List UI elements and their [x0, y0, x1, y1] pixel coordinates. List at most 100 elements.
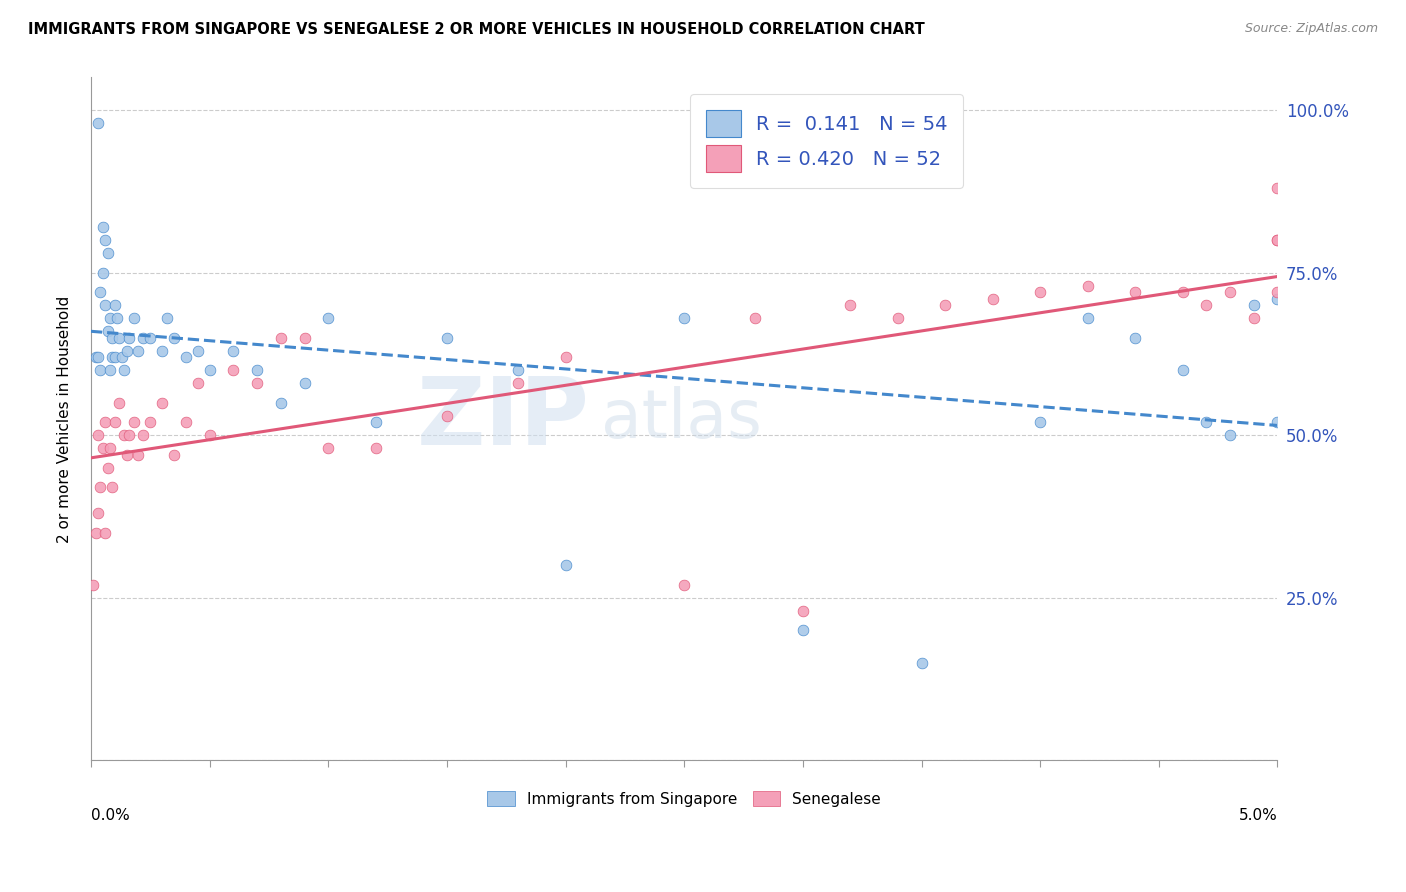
Point	[1171, 363, 1194, 377]
Point	[94, 298, 117, 312]
Point	[115, 343, 138, 358]
Point	[294, 376, 316, 391]
Point	[1077, 311, 1099, 326]
Point	[96, 460, 118, 475]
Point	[1267, 292, 1289, 306]
Point	[673, 311, 696, 326]
Point	[792, 624, 814, 638]
Point	[1267, 233, 1289, 247]
Point	[744, 311, 766, 326]
Point	[364, 441, 387, 455]
Point	[1195, 298, 1218, 312]
Point	[84, 350, 107, 364]
Point	[127, 448, 149, 462]
Point	[910, 656, 932, 670]
Point	[98, 441, 121, 455]
Point	[89, 285, 111, 299]
Point	[101, 480, 124, 494]
Point	[270, 395, 292, 409]
Point	[1123, 330, 1146, 344]
Point	[84, 525, 107, 540]
Point	[127, 343, 149, 358]
Point	[108, 395, 131, 409]
Point	[118, 330, 141, 344]
Point	[174, 415, 197, 429]
Legend: Immigrants from Singapore, Senegalese: Immigrants from Singapore, Senegalese	[479, 783, 889, 814]
Point	[104, 350, 127, 364]
Point	[105, 311, 128, 326]
Point	[1123, 285, 1146, 299]
Point	[150, 343, 173, 358]
Point	[82, 578, 104, 592]
Point	[316, 441, 339, 455]
Point	[839, 298, 862, 312]
Point	[98, 363, 121, 377]
Point	[139, 330, 162, 344]
Point	[87, 506, 110, 520]
Point	[506, 363, 529, 377]
Point	[1267, 181, 1289, 195]
Point	[104, 298, 127, 312]
Point	[981, 292, 1004, 306]
Point	[132, 330, 155, 344]
Point	[316, 311, 339, 326]
Point	[1267, 285, 1289, 299]
Point	[1195, 415, 1218, 429]
Point	[1243, 311, 1265, 326]
Point	[115, 448, 138, 462]
Point	[1077, 278, 1099, 293]
Point	[187, 376, 209, 391]
Text: Source: ZipAtlas.com: Source: ZipAtlas.com	[1244, 22, 1378, 36]
Point	[112, 363, 135, 377]
Point	[91, 220, 114, 235]
Point	[94, 233, 117, 247]
Point	[89, 363, 111, 377]
Point	[436, 330, 458, 344]
Point	[294, 330, 316, 344]
Point	[98, 311, 121, 326]
Point	[87, 116, 110, 130]
Point	[1171, 285, 1194, 299]
Point	[118, 428, 141, 442]
Point	[87, 428, 110, 442]
Point	[87, 350, 110, 364]
Y-axis label: 2 or more Vehicles in Household: 2 or more Vehicles in Household	[58, 295, 72, 542]
Point	[222, 343, 245, 358]
Point	[150, 395, 173, 409]
Point	[139, 415, 162, 429]
Point	[222, 363, 245, 377]
Point	[89, 480, 111, 494]
Point	[436, 409, 458, 423]
Point	[91, 441, 114, 455]
Point	[198, 428, 221, 442]
Point	[94, 415, 117, 429]
Point	[94, 525, 117, 540]
Point	[156, 311, 179, 326]
Text: ZIP: ZIP	[416, 373, 589, 465]
Text: atlas: atlas	[602, 386, 762, 452]
Point	[1267, 415, 1289, 429]
Point	[101, 350, 124, 364]
Point	[1219, 428, 1241, 442]
Point	[122, 415, 145, 429]
Point	[887, 311, 910, 326]
Point	[96, 246, 118, 260]
Text: 0.0%: 0.0%	[91, 808, 129, 823]
Point	[187, 343, 209, 358]
Text: IMMIGRANTS FROM SINGAPORE VS SENEGALESE 2 OR MORE VEHICLES IN HOUSEHOLD CORRELAT: IMMIGRANTS FROM SINGAPORE VS SENEGALESE …	[28, 22, 925, 37]
Point	[554, 558, 576, 573]
Point	[506, 376, 529, 391]
Point	[198, 363, 221, 377]
Point	[246, 363, 269, 377]
Point	[934, 298, 956, 312]
Point	[673, 578, 696, 592]
Point	[91, 266, 114, 280]
Point	[1029, 285, 1052, 299]
Point	[96, 324, 118, 338]
Point	[246, 376, 269, 391]
Point	[111, 350, 134, 364]
Point	[163, 448, 186, 462]
Point	[364, 415, 387, 429]
Point	[101, 330, 124, 344]
Point	[104, 415, 127, 429]
